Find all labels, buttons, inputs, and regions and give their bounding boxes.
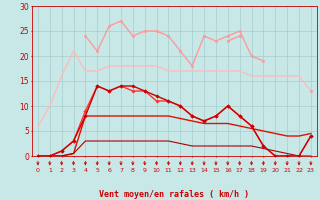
X-axis label: Vent moyen/en rafales ( km/h ): Vent moyen/en rafales ( km/h ) bbox=[100, 190, 249, 199]
